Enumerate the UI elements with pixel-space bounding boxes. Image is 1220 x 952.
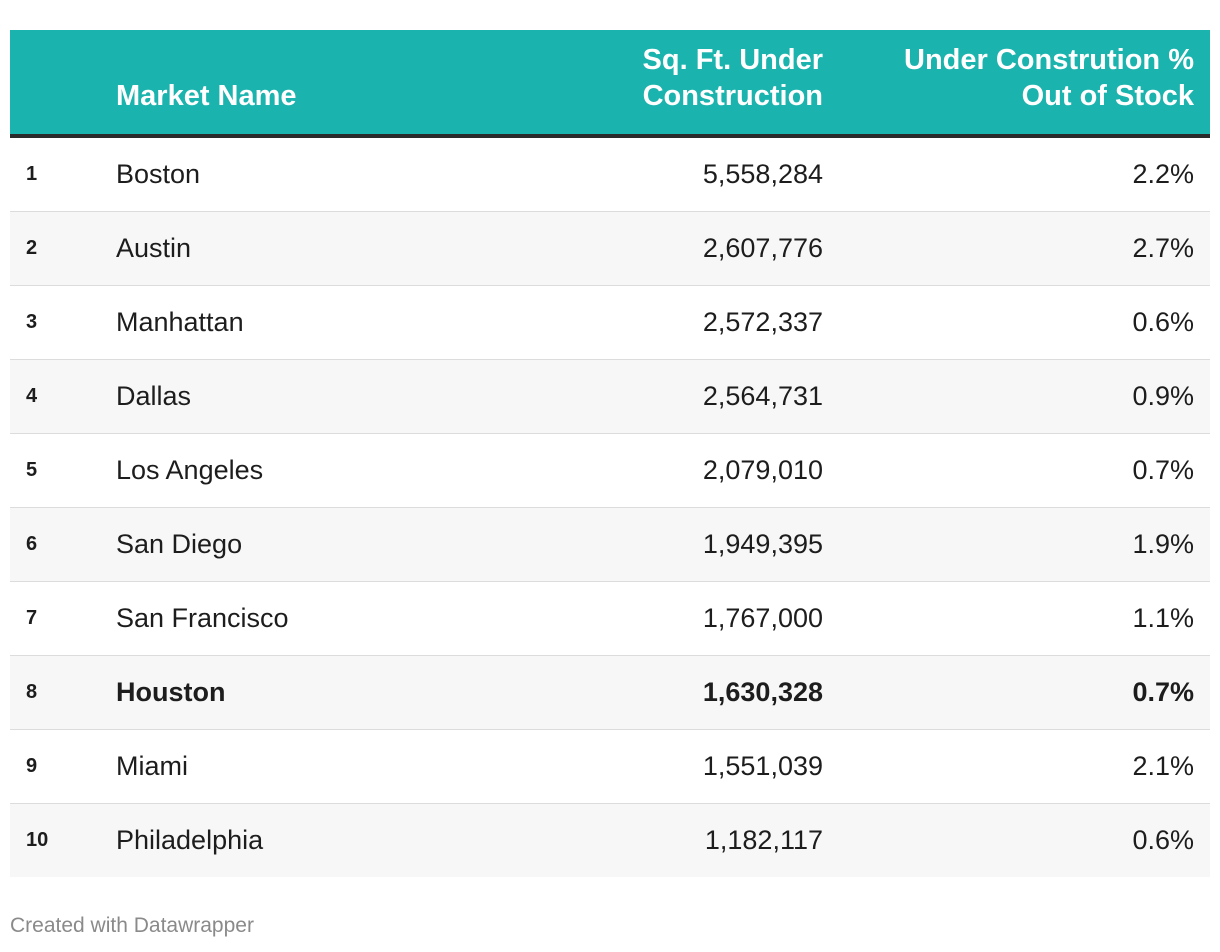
pct-out-of-stock-cell: 0.7%: [1132, 677, 1194, 707]
table-row: 4 Dallas 2,564,731 0.9%: [10, 360, 1210, 434]
header-sqft-under-construction[interactable]: Sq. Ft. Under Construction: [642, 44, 823, 112]
sqft-cell: 2,607,776: [702, 233, 823, 263]
data-table: Market Name Sq. Ft. Under Construction U…: [10, 30, 1210, 877]
market-name-cell: Philadelphia: [116, 825, 264, 855]
sqft-cell: 1,767,000: [702, 603, 823, 633]
pct-out-of-stock-cell: 0.7%: [1132, 455, 1194, 485]
header-market-name[interactable]: Market Name: [116, 80, 297, 112]
table-row: 10 Philadelphia 1,182,117 0.6%: [10, 804, 1210, 877]
table-row: 8 Houston 1,630,328 0.7%: [10, 656, 1210, 730]
pct-out-of-stock-cell: 2.1%: [1132, 751, 1194, 781]
rank-cell: 5: [26, 459, 38, 481]
rank-cell: 7: [26, 607, 38, 629]
pct-out-of-stock-cell: 0.6%: [1132, 825, 1194, 855]
pct-out-of-stock-cell: 2.7%: [1132, 233, 1194, 263]
market-name-cell: Manhattan: [116, 307, 244, 337]
rank-cell: 4: [26, 385, 38, 407]
table-row: 3 Manhattan 2,572,337 0.6%: [10, 286, 1210, 360]
sqft-cell: 2,564,731: [702, 381, 823, 411]
market-name-cell: San Francisco: [116, 603, 289, 633]
header-pct-out-of-stock[interactable]: Under Constrution % Out of Stock: [904, 44, 1194, 112]
table-row: 2 Austin 2,607,776 2.7%: [10, 212, 1210, 286]
market-name-cell: Houston: [116, 677, 226, 707]
rank-cell: 6: [26, 533, 38, 555]
rank-cell: 3: [26, 311, 38, 333]
table-body: 1 Boston 5,558,284 2.2% 2 Austin 2,607,776 2.7%…: [10, 138, 1210, 877]
table-row: 6 San Diego 1,949,395 1.9%: [10, 508, 1210, 582]
pct-out-of-stock-cell: 0.6%: [1132, 307, 1194, 337]
table-header: Market Name Sq. Ft. Under Construction U…: [10, 30, 1210, 138]
rank-cell: 1: [26, 163, 38, 185]
market-name-cell: Dallas: [116, 381, 192, 411]
sqft-cell: 5,558,284: [702, 159, 823, 189]
pct-out-of-stock-cell: 1.9%: [1132, 529, 1194, 559]
rank-cell: 2: [26, 237, 38, 259]
sqft-cell: 1,949,395: [702, 529, 823, 559]
table-row: 9 Miami 1,551,039 2.1%: [10, 730, 1210, 804]
rank-cell: 8: [26, 681, 38, 703]
table-row: 7 San Francisco 1,767,000 1.1%: [10, 582, 1210, 656]
sqft-cell: 1,551,039: [702, 751, 823, 781]
rank-cell: 9: [26, 755, 38, 777]
datawrapper-credit[interactable]: Created with Datawrapper: [10, 914, 254, 937]
pct-out-of-stock-cell: 0.9%: [1132, 381, 1194, 411]
market-name-cell: Miami: [116, 751, 188, 781]
rank-cell: 10: [26, 829, 49, 851]
sqft-cell: 1,182,117: [704, 825, 823, 855]
sqft-cell: 2,572,337: [702, 307, 823, 337]
table-row: 1 Boston 5,558,284 2.2%: [10, 138, 1210, 212]
market-name-cell: San Diego: [116, 529, 243, 559]
market-name-cell: Boston: [116, 159, 201, 189]
pct-out-of-stock-cell: 1.1%: [1132, 603, 1194, 633]
table-row: 5 Los Angeles 2,079,010 0.7%: [10, 434, 1210, 508]
market-name-cell: Austin: [116, 233, 192, 263]
pct-out-of-stock-cell: 2.2%: [1132, 159, 1194, 189]
sqft-cell: 1,630,328: [702, 677, 823, 707]
sqft-cell: 2,079,010: [702, 455, 823, 485]
market-name-cell: Los Angeles: [116, 455, 264, 485]
